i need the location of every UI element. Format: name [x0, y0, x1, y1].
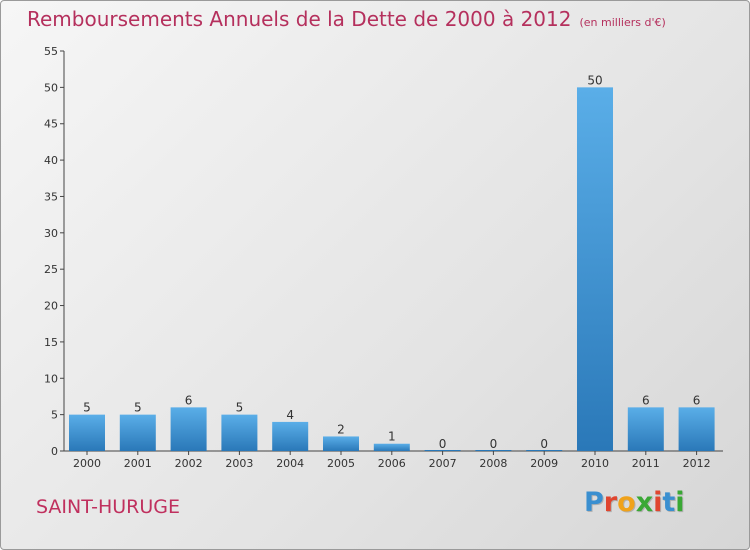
x-tick-label: 2007	[429, 457, 457, 470]
bar	[170, 407, 207, 451]
bar-value-label: 6	[693, 393, 701, 407]
x-tick-label: 2000	[73, 457, 101, 470]
y-tick-label: 40	[44, 154, 58, 167]
chart-unit: (en milliers d'€)	[579, 16, 666, 29]
logo-letter: x	[635, 487, 654, 518]
bar-value-label: 4	[286, 408, 294, 422]
bar	[526, 450, 563, 451]
y-tick-label: 25	[44, 263, 58, 276]
chart-title: Remboursements Annuels de la Dette de 20…	[27, 7, 666, 31]
logo-letter: P	[584, 487, 604, 518]
logo-letter: t	[662, 487, 676, 518]
y-tick-label: 35	[44, 190, 58, 203]
x-tick-label: 2012	[683, 457, 711, 470]
bar-value-label: 0	[540, 437, 548, 451]
chart-title-text: Remboursements Annuels de la Dette de 20…	[27, 7, 572, 31]
bar	[69, 414, 105, 451]
y-tick-label: 50	[44, 81, 58, 94]
bar-value-label: 5	[83, 401, 91, 415]
x-tick-label: 2001	[124, 457, 152, 470]
commune-name: SAINT-HURUGE	[36, 496, 180, 518]
x-tick-label: 2005	[327, 457, 355, 470]
y-tick-label: 20	[44, 300, 58, 313]
bar	[475, 450, 512, 451]
bar	[373, 443, 410, 451]
x-tick-label: 2004	[276, 457, 304, 470]
logo-letter: i	[653, 487, 663, 518]
bar	[272, 421, 309, 451]
logo-letter: r	[603, 487, 618, 518]
logo-letter: i	[675, 487, 685, 518]
bar	[323, 436, 359, 451]
bar	[119, 414, 156, 451]
y-tick-label: 45	[44, 118, 58, 131]
bar	[221, 414, 258, 451]
bar-value-label: 2	[337, 422, 345, 436]
y-tick-label: 15	[44, 336, 58, 349]
x-tick-label: 2003	[225, 457, 253, 470]
bar-value-label: 6	[642, 393, 650, 407]
y-tick-label: 30	[44, 227, 58, 240]
bar-value-label: 1	[388, 430, 396, 444]
bar-value-label: 0	[490, 437, 498, 451]
x-tick-label: 2010	[581, 457, 609, 470]
bar	[577, 87, 613, 451]
x-tick-label: 2011	[632, 457, 660, 470]
y-tick-label: 5	[51, 409, 58, 422]
bar-value-label: 50	[587, 73, 602, 87]
bar-value-label: 5	[134, 401, 142, 415]
x-tick-label: 2008	[479, 457, 507, 470]
bar-value-label: 5	[236, 401, 244, 415]
y-tick-label: 10	[44, 372, 58, 385]
x-tick-label: 2002	[175, 457, 203, 470]
bar	[627, 407, 664, 451]
bar-value-label: 6	[185, 393, 193, 407]
y-tick-label: 0	[51, 445, 58, 458]
bar-value-label: 0	[439, 437, 447, 451]
logo-letter: o	[617, 487, 636, 518]
bar	[678, 407, 715, 451]
bar	[424, 450, 461, 451]
y-tick-label: 55	[44, 45, 58, 58]
proxiti-logo: Proxiti	[584, 487, 685, 518]
x-tick-label: 2006	[378, 457, 406, 470]
x-tick-label: 2009	[530, 457, 558, 470]
